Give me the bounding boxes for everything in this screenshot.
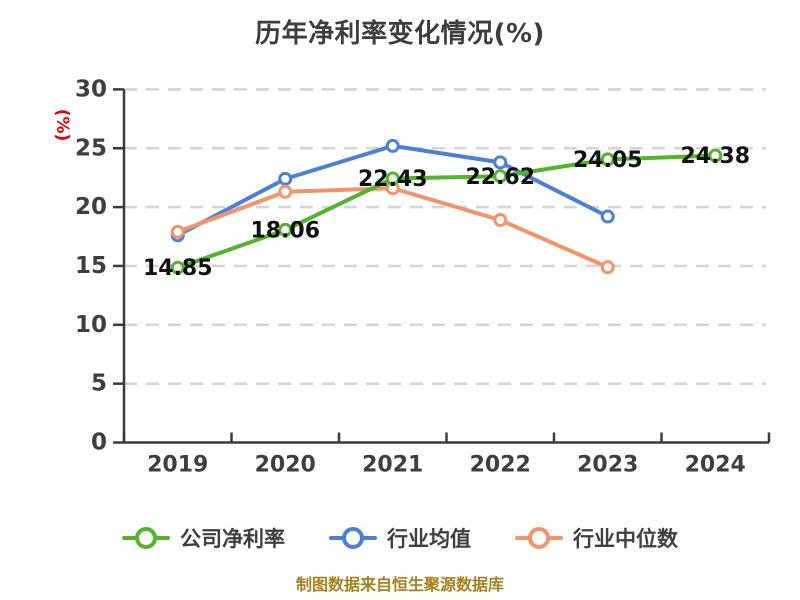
data-point-label: 24.38 (680, 144, 750, 169)
legend-label: 公司净利率 (180, 527, 285, 551)
y-tick-label: 10 (75, 312, 107, 338)
legend-label: 行业均值 (387, 527, 471, 551)
legend-item-0: 公司净利率 (122, 523, 285, 553)
y-tick-label: 30 (75, 76, 107, 102)
data-point-marker (278, 184, 293, 199)
x-tick-label: 2020 (255, 453, 316, 478)
y-tick-label: 25 (75, 135, 107, 161)
data-point-label: 14.85 (143, 256, 213, 281)
legend-label: 行业中位数 (573, 527, 678, 551)
x-tick-label: 2021 (362, 453, 423, 478)
legend-circle (528, 527, 550, 549)
x-tick-label: 2024 (685, 453, 746, 478)
data-point-marker (600, 152, 615, 167)
y-tick-label: 0 (91, 430, 107, 456)
data-point-marker (278, 171, 293, 186)
chart-title: 历年净利率变化情况(%) (255, 19, 545, 49)
legend-line-marker-icon (329, 526, 377, 550)
y-axis-label: (%) (52, 109, 72, 142)
y-tick-label: 15 (75, 253, 107, 279)
data-point-marker (170, 260, 185, 275)
x-tick-label: 2022 (470, 453, 531, 478)
data-point-marker (385, 171, 400, 186)
data-point-marker (493, 169, 508, 184)
legend-circle (135, 527, 157, 549)
data-point-marker (170, 224, 185, 239)
legend-line-marker-icon (515, 526, 563, 550)
y-tick-label: 5 (91, 371, 107, 397)
data-point-label: 24.05 (573, 148, 643, 173)
x-tick-label: 2023 (577, 453, 638, 478)
data-source-note: 制图数据来自恒生聚源数据库 (295, 575, 504, 594)
legend-circle (342, 527, 364, 549)
legend-line-marker-icon (122, 526, 170, 550)
legend-item-2: 行业中位数 (515, 523, 678, 553)
data-point-marker (385, 138, 400, 153)
data-point-label: 18.06 (250, 218, 320, 243)
y-tick-label: 20 (75, 194, 107, 220)
data-point-marker (278, 222, 293, 237)
data-point-marker (600, 260, 615, 275)
data-point-label: 22.62 (465, 165, 535, 190)
data-point-marker (493, 213, 508, 228)
data-point-marker (493, 155, 508, 170)
data-point-marker (708, 148, 723, 163)
series-line-0 (175, 153, 718, 270)
data-point-marker (600, 209, 615, 224)
chart-legend: 公司净利率 行业均值 行业中位数 (0, 522, 800, 554)
x-tick-label: 2019 (147, 453, 208, 478)
line-chart: 0 5 10 15 20 25 30 2019 2020 2021 2022 2023 2024 (%) 1… (52, 76, 771, 478)
legend-item-1: 行业均值 (329, 523, 471, 553)
data-point-label: 22.43 (358, 167, 428, 192)
